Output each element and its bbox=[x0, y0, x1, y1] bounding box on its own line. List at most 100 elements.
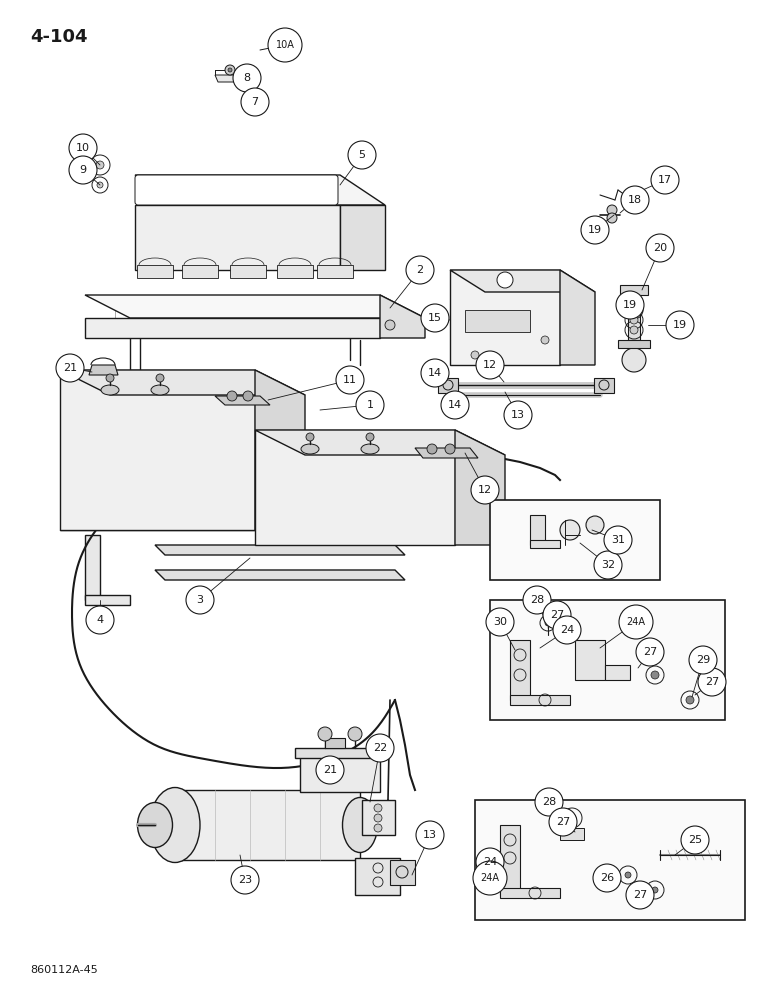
Circle shape bbox=[374, 824, 382, 832]
Polygon shape bbox=[89, 365, 118, 375]
Circle shape bbox=[646, 234, 674, 262]
Circle shape bbox=[698, 668, 726, 696]
Circle shape bbox=[69, 134, 97, 162]
Text: 27: 27 bbox=[705, 677, 719, 687]
Text: 14: 14 bbox=[428, 368, 442, 378]
Polygon shape bbox=[277, 265, 313, 278]
Polygon shape bbox=[255, 430, 455, 545]
Circle shape bbox=[241, 88, 269, 116]
Circle shape bbox=[406, 256, 434, 284]
Circle shape bbox=[541, 336, 549, 344]
Text: 25: 25 bbox=[688, 835, 702, 845]
Circle shape bbox=[625, 872, 631, 878]
Polygon shape bbox=[560, 270, 595, 365]
Polygon shape bbox=[317, 265, 353, 278]
Text: 31: 31 bbox=[611, 535, 625, 545]
Text: 860112A-45: 860112A-45 bbox=[30, 965, 98, 975]
Polygon shape bbox=[215, 396, 270, 405]
Bar bbox=[560, 828, 584, 840]
Circle shape bbox=[689, 646, 717, 674]
Text: 27: 27 bbox=[633, 890, 647, 900]
Circle shape bbox=[69, 156, 97, 184]
Polygon shape bbox=[255, 430, 505, 455]
Circle shape bbox=[348, 727, 362, 741]
Circle shape bbox=[476, 848, 504, 876]
Bar bbox=[490, 500, 660, 580]
Text: 14: 14 bbox=[448, 400, 462, 410]
Circle shape bbox=[636, 638, 664, 666]
Circle shape bbox=[543, 601, 571, 629]
Polygon shape bbox=[135, 175, 385, 205]
Text: 27: 27 bbox=[556, 817, 570, 827]
Text: 26: 26 bbox=[600, 873, 614, 883]
Polygon shape bbox=[620, 285, 648, 295]
Circle shape bbox=[374, 814, 382, 822]
Polygon shape bbox=[455, 430, 505, 545]
Bar bbox=[475, 800, 745, 920]
Circle shape bbox=[90, 155, 110, 175]
Polygon shape bbox=[325, 738, 345, 748]
Ellipse shape bbox=[361, 444, 379, 454]
Circle shape bbox=[374, 804, 382, 812]
Circle shape bbox=[92, 177, 108, 193]
Text: 18: 18 bbox=[628, 195, 642, 205]
Circle shape bbox=[366, 734, 394, 762]
Circle shape bbox=[607, 213, 617, 223]
Text: 27: 27 bbox=[550, 610, 564, 620]
Circle shape bbox=[607, 205, 617, 215]
Text: 7: 7 bbox=[251, 97, 258, 107]
Circle shape bbox=[471, 351, 479, 359]
Text: 28: 28 bbox=[542, 797, 556, 807]
Circle shape bbox=[416, 821, 444, 849]
Text: 12: 12 bbox=[483, 360, 497, 370]
Bar bbox=[465, 310, 530, 332]
Circle shape bbox=[366, 433, 374, 441]
Polygon shape bbox=[85, 535, 100, 600]
Text: 8: 8 bbox=[243, 73, 250, 83]
Bar bbox=[628, 295, 640, 340]
Circle shape bbox=[616, 291, 644, 319]
Text: 32: 32 bbox=[601, 560, 615, 570]
Text: 19: 19 bbox=[588, 225, 602, 235]
Text: 5: 5 bbox=[359, 150, 366, 160]
Text: 17: 17 bbox=[658, 175, 672, 185]
Circle shape bbox=[348, 141, 376, 169]
Polygon shape bbox=[60, 370, 305, 395]
Text: 22: 22 bbox=[373, 743, 387, 753]
Circle shape bbox=[630, 326, 638, 334]
Ellipse shape bbox=[342, 798, 378, 852]
Circle shape bbox=[535, 788, 563, 816]
Text: 24A: 24A bbox=[480, 873, 499, 883]
Text: 21: 21 bbox=[323, 765, 337, 775]
Circle shape bbox=[630, 306, 638, 314]
Circle shape bbox=[568, 814, 576, 822]
Ellipse shape bbox=[101, 385, 119, 395]
Polygon shape bbox=[415, 448, 478, 458]
Polygon shape bbox=[300, 755, 380, 792]
Circle shape bbox=[553, 616, 581, 644]
Circle shape bbox=[225, 65, 235, 75]
Polygon shape bbox=[137, 265, 173, 278]
Text: 21: 21 bbox=[63, 363, 77, 373]
Text: 29: 29 bbox=[696, 655, 710, 665]
Text: 11: 11 bbox=[343, 375, 357, 385]
Circle shape bbox=[560, 520, 580, 540]
Polygon shape bbox=[85, 295, 425, 318]
Polygon shape bbox=[380, 295, 425, 338]
Circle shape bbox=[421, 359, 449, 387]
Polygon shape bbox=[390, 860, 415, 885]
Text: 15: 15 bbox=[428, 313, 442, 323]
Text: 4-104: 4-104 bbox=[30, 28, 87, 46]
Text: 2: 2 bbox=[417, 265, 424, 275]
Text: 27: 27 bbox=[643, 647, 657, 657]
Text: 23: 23 bbox=[238, 875, 252, 885]
Circle shape bbox=[427, 444, 437, 454]
Circle shape bbox=[523, 586, 551, 614]
Circle shape bbox=[651, 166, 679, 194]
Polygon shape bbox=[60, 370, 255, 530]
Circle shape bbox=[622, 348, 646, 372]
FancyBboxPatch shape bbox=[135, 175, 338, 205]
Polygon shape bbox=[618, 340, 650, 348]
Ellipse shape bbox=[301, 444, 319, 454]
Circle shape bbox=[621, 186, 649, 214]
